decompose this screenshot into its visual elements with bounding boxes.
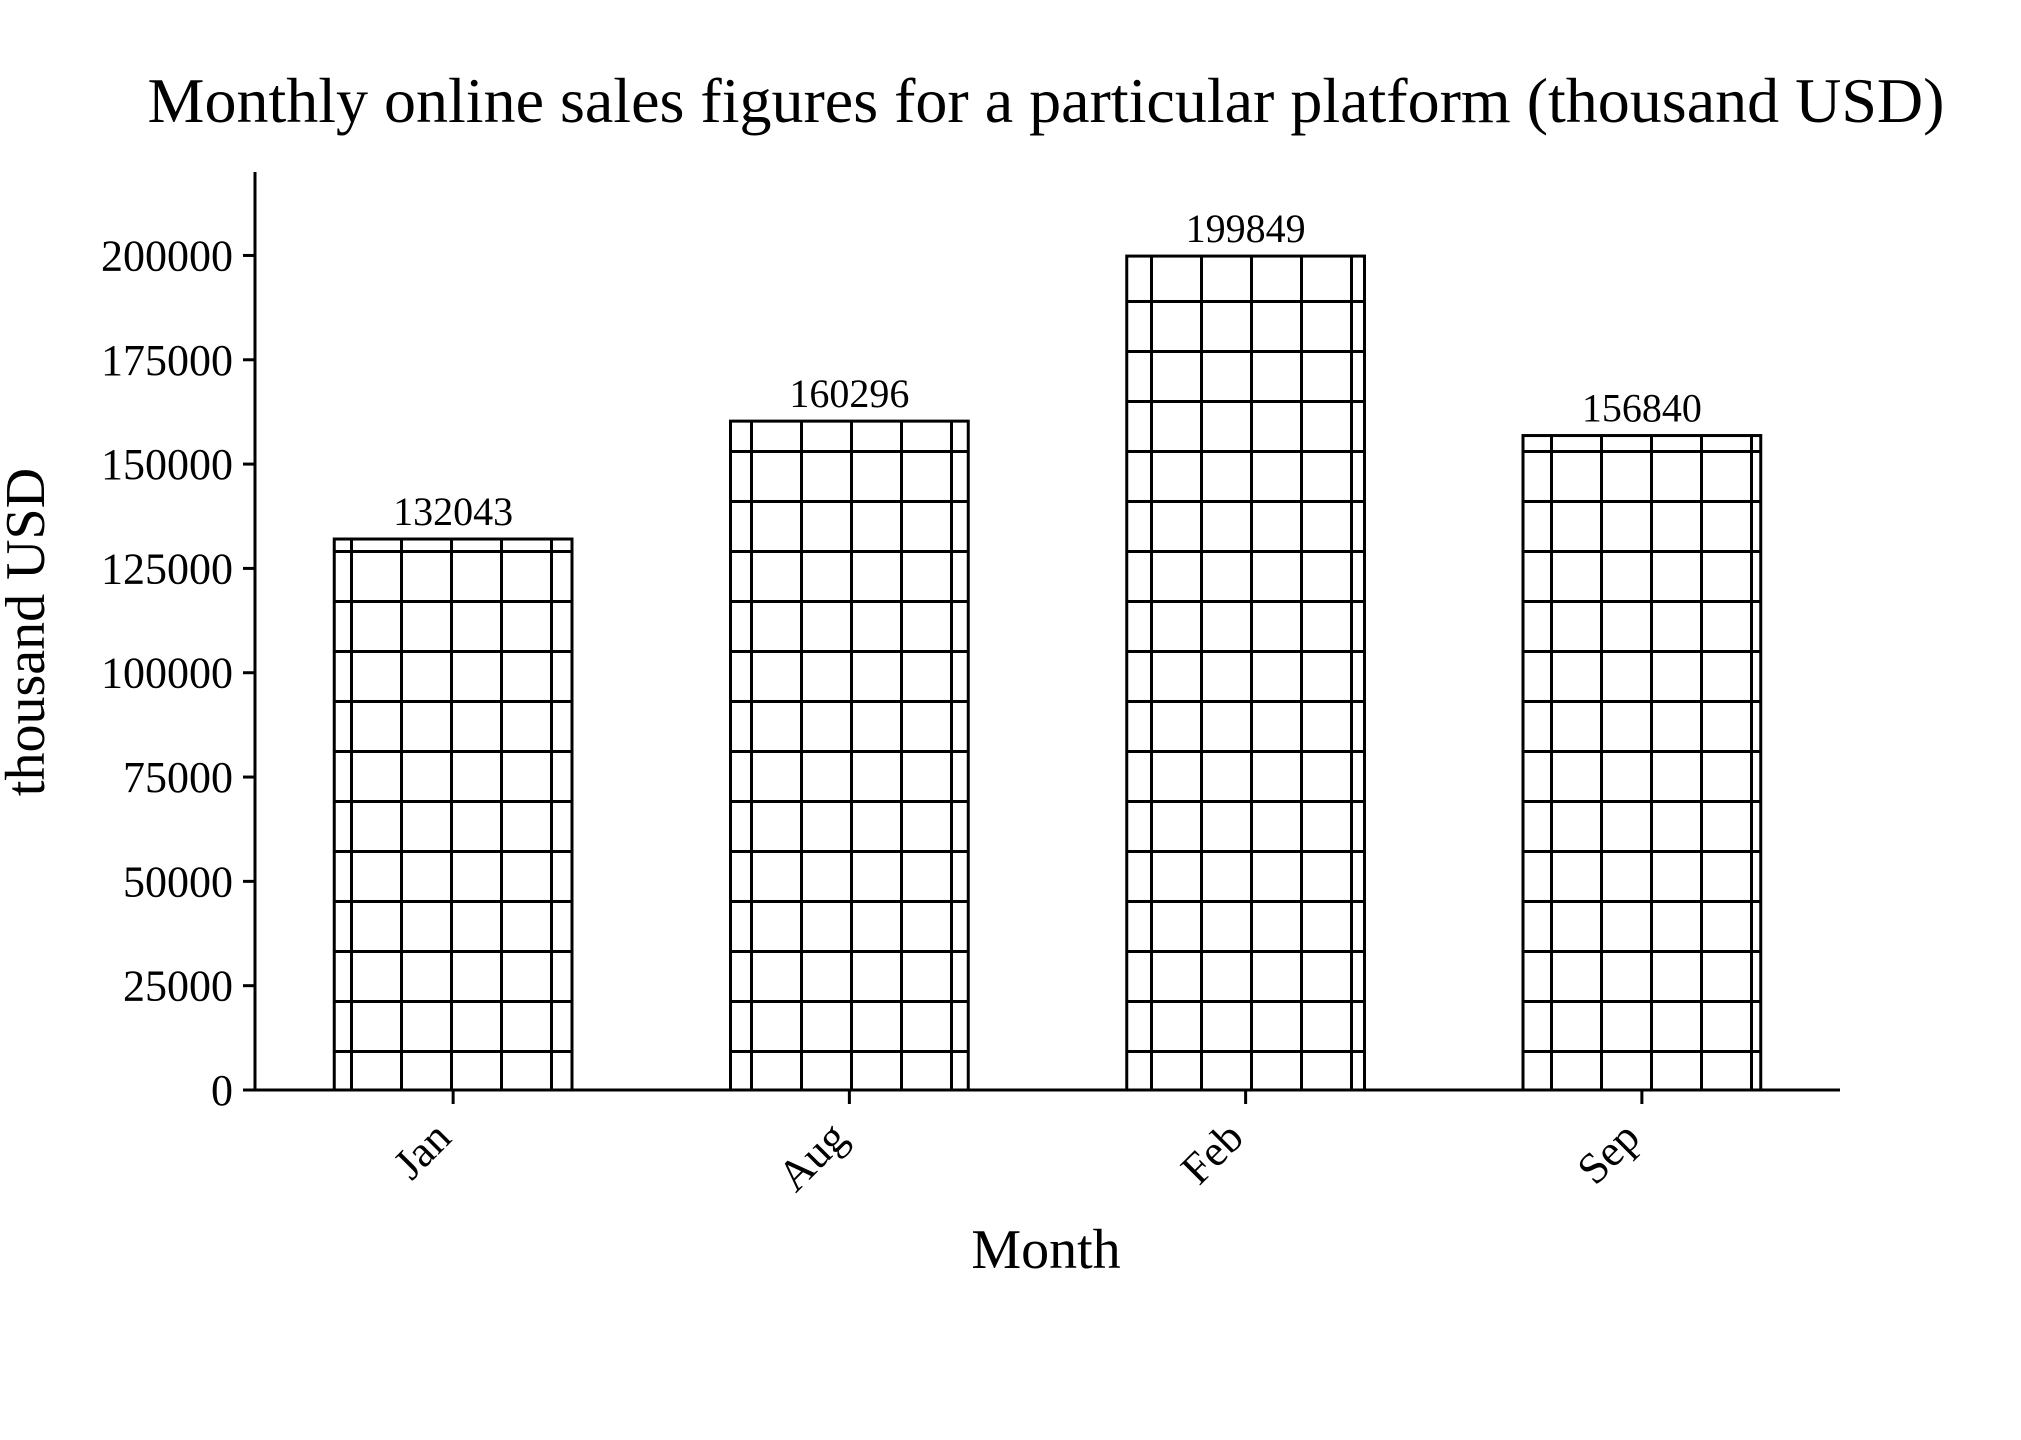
y-tick-label: 75000: [123, 753, 233, 802]
x-axis: Jan Aug Feb Sep: [255, 1088, 1840, 1201]
bar-sep: [1521, 434, 1763, 1092]
y-tick-label: 150000: [101, 440, 233, 489]
y-tick-label: 125000: [101, 544, 233, 593]
x-tick-label-feb: Feb: [1171, 1112, 1252, 1193]
y-tick-label: 25000: [123, 962, 233, 1011]
y-tick-label: 200000: [101, 231, 233, 280]
y-axis: 0 25000 50000 75000 100000 125000 150000 175000…: [101, 172, 257, 1115]
bar-jan: [332, 537, 574, 1092]
x-tick-label-jan: Jan: [384, 1112, 460, 1188]
y-axis-title: thousand USD: [0, 468, 57, 796]
y-tick-label: 100000: [101, 649, 233, 698]
x-axis-title: Month: [971, 1219, 1120, 1281]
chart-title: Monthly online sales figures for a parti…: [148, 65, 1945, 136]
data-label-aug: 160296: [789, 371, 909, 416]
x-tick-label-aug: Aug: [768, 1112, 856, 1200]
y-tick-label: 0: [211, 1066, 233, 1115]
bars: 132043 160296 199849 156840: [332, 206, 1763, 1092]
y-tick-label: 50000: [123, 857, 233, 906]
data-label-jan: 132043: [393, 489, 513, 534]
y-tick-label: 175000: [101, 336, 233, 385]
bar-feb: [1125, 254, 1366, 1092]
x-tick-label-sep: Sep: [1568, 1112, 1649, 1193]
bar-aug: [729, 419, 970, 1092]
data-label-feb: 199849: [1186, 206, 1306, 251]
data-label-sep: 156840: [1582, 386, 1702, 431]
